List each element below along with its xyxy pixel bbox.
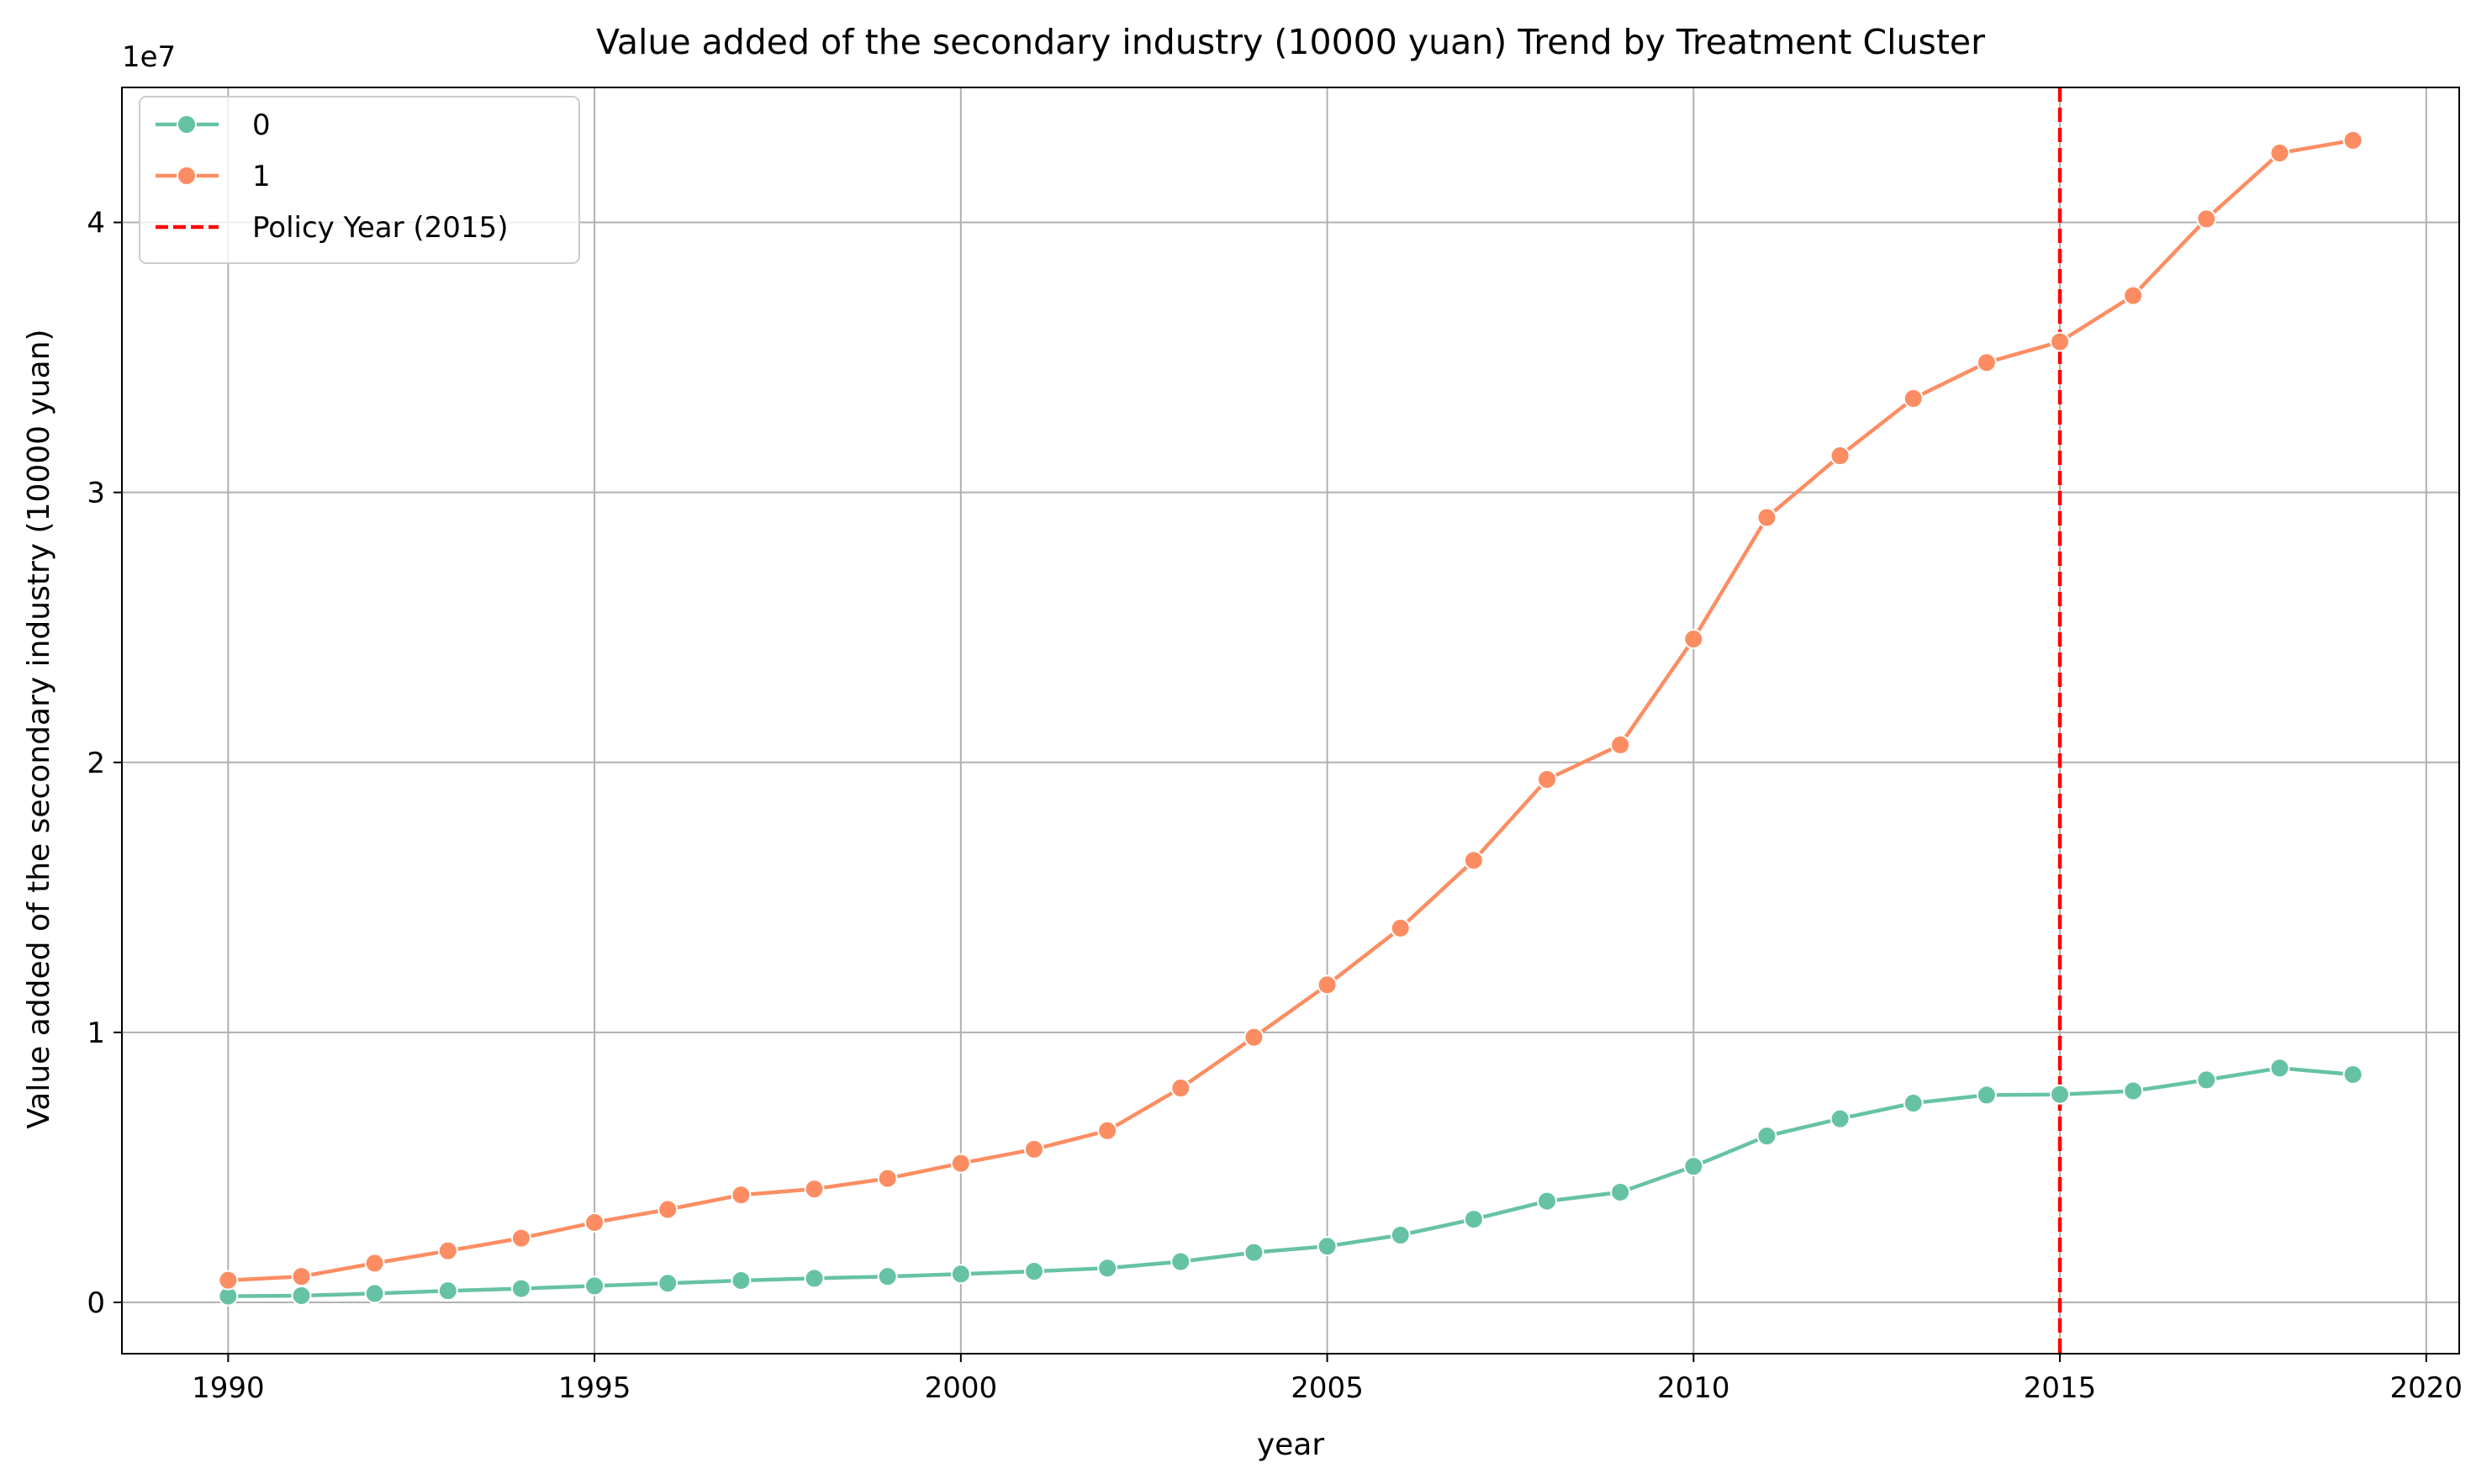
data-point [1829, 445, 1851, 466]
series-layer [218, 129, 2363, 1307]
series-1 [218, 129, 2363, 1291]
data-point [2050, 1084, 2071, 1105]
data-point [437, 1281, 458, 1302]
x-tick-label: 1990 [192, 1371, 265, 1405]
data-point [584, 1212, 605, 1233]
x-tick-label: 2005 [1291, 1371, 1364, 1405]
data-point [1683, 1156, 1704, 1177]
data-point [2269, 143, 2290, 164]
data-point [731, 1270, 752, 1291]
legend-item: Policy Year (2015) [156, 211, 508, 245]
data-point [510, 1228, 531, 1249]
data-point [1243, 1027, 1264, 1048]
data-point [1390, 1225, 1411, 1246]
y-tick-label: 2 [87, 747, 105, 780]
data-point [2269, 1058, 2290, 1079]
data-point [657, 1199, 678, 1220]
data-point [804, 1268, 825, 1289]
data-point [584, 1275, 605, 1297]
data-point [1023, 1261, 1044, 1282]
y-tick-label: 3 [87, 477, 105, 510]
data-point [1243, 1242, 1264, 1263]
data-point [1023, 1138, 1044, 1159]
series-line [228, 1066, 2353, 1298]
data-point [510, 1278, 531, 1299]
data-point [218, 1270, 239, 1291]
y-axis-label: Value added of the secondary industry (1… [22, 329, 56, 1128]
y-tick-label: 4 [87, 207, 105, 240]
data-point [950, 1153, 971, 1174]
data-point [1829, 1108, 1851, 1129]
data-point [2342, 129, 2363, 151]
legend-label: 0 [252, 108, 271, 142]
legend-label: Policy Year (2015) [252, 211, 508, 245]
chart-title: Value added of the secondary industry (1… [596, 22, 1985, 62]
y-tick-label: 1 [87, 1017, 105, 1050]
plot-area-frame [121, 87, 2460, 1355]
data-point [1976, 352, 1997, 373]
data-point [1097, 1120, 1118, 1141]
data-point [877, 1168, 898, 1189]
data-point [1537, 769, 1558, 790]
data-point [731, 1185, 752, 1206]
data-point [1610, 1181, 1631, 1202]
y-axis-offset-label: 1e7 [122, 40, 176, 74]
data-point [1756, 507, 1777, 528]
data-point [804, 1179, 825, 1200]
data-point [1390, 917, 1411, 938]
data-point [2123, 1080, 2144, 1101]
data-point [657, 1273, 678, 1294]
data-point [364, 1253, 385, 1274]
data-point [877, 1266, 898, 1287]
data-point [1317, 974, 1338, 995]
data-point [1756, 1126, 1777, 1147]
data-point [1463, 1209, 1484, 1230]
data-point [364, 1283, 385, 1304]
data-point [1463, 850, 1484, 871]
x-tick-label: 2010 [1657, 1371, 1730, 1405]
data-point [437, 1240, 458, 1261]
x-tick-label: 2000 [925, 1371, 998, 1405]
legend-label: 1 [252, 160, 271, 193]
data-point [2342, 1064, 2363, 1085]
x-axis-label: year [1257, 1428, 1325, 1462]
legend-marker [177, 166, 197, 186]
y-tick-label: 0 [87, 1286, 105, 1320]
data-point [1097, 1258, 1118, 1279]
grid [122, 87, 2459, 1354]
axis-ticks: 1990 1995 2000 2005 2010 2015 2020 0 1 2 3 4 [87, 207, 2463, 1405]
data-point [1903, 1093, 1924, 1114]
data-point [291, 1266, 312, 1287]
series-0 [218, 1058, 2363, 1307]
legend-item: 1 [156, 160, 271, 193]
data-point [1683, 629, 1704, 650]
data-point [1317, 1236, 1338, 1257]
data-point [950, 1264, 971, 1285]
x-tick-label: 1995 [558, 1371, 631, 1405]
legend-item: 0 [156, 108, 271, 142]
data-point [1976, 1085, 1997, 1106]
data-point [2196, 209, 2217, 230]
x-tick-label: 2015 [2024, 1371, 2097, 1405]
data-point [2196, 1069, 2217, 1091]
data-point [1170, 1078, 1191, 1099]
series-line [228, 138, 2353, 1282]
data-point [1610, 734, 1631, 755]
data-point [2123, 285, 2144, 306]
data-point [2050, 331, 2071, 352]
data-point [1170, 1251, 1191, 1272]
legend: 0 1 Policy Year (2015) [139, 96, 580, 264]
data-point [1903, 388, 1924, 409]
legend-box [139, 96, 580, 264]
x-tick-label: 2020 [2390, 1371, 2463, 1405]
data-point [291, 1285, 312, 1306]
data-point [1537, 1191, 1558, 1212]
legend-marker [177, 114, 197, 135]
